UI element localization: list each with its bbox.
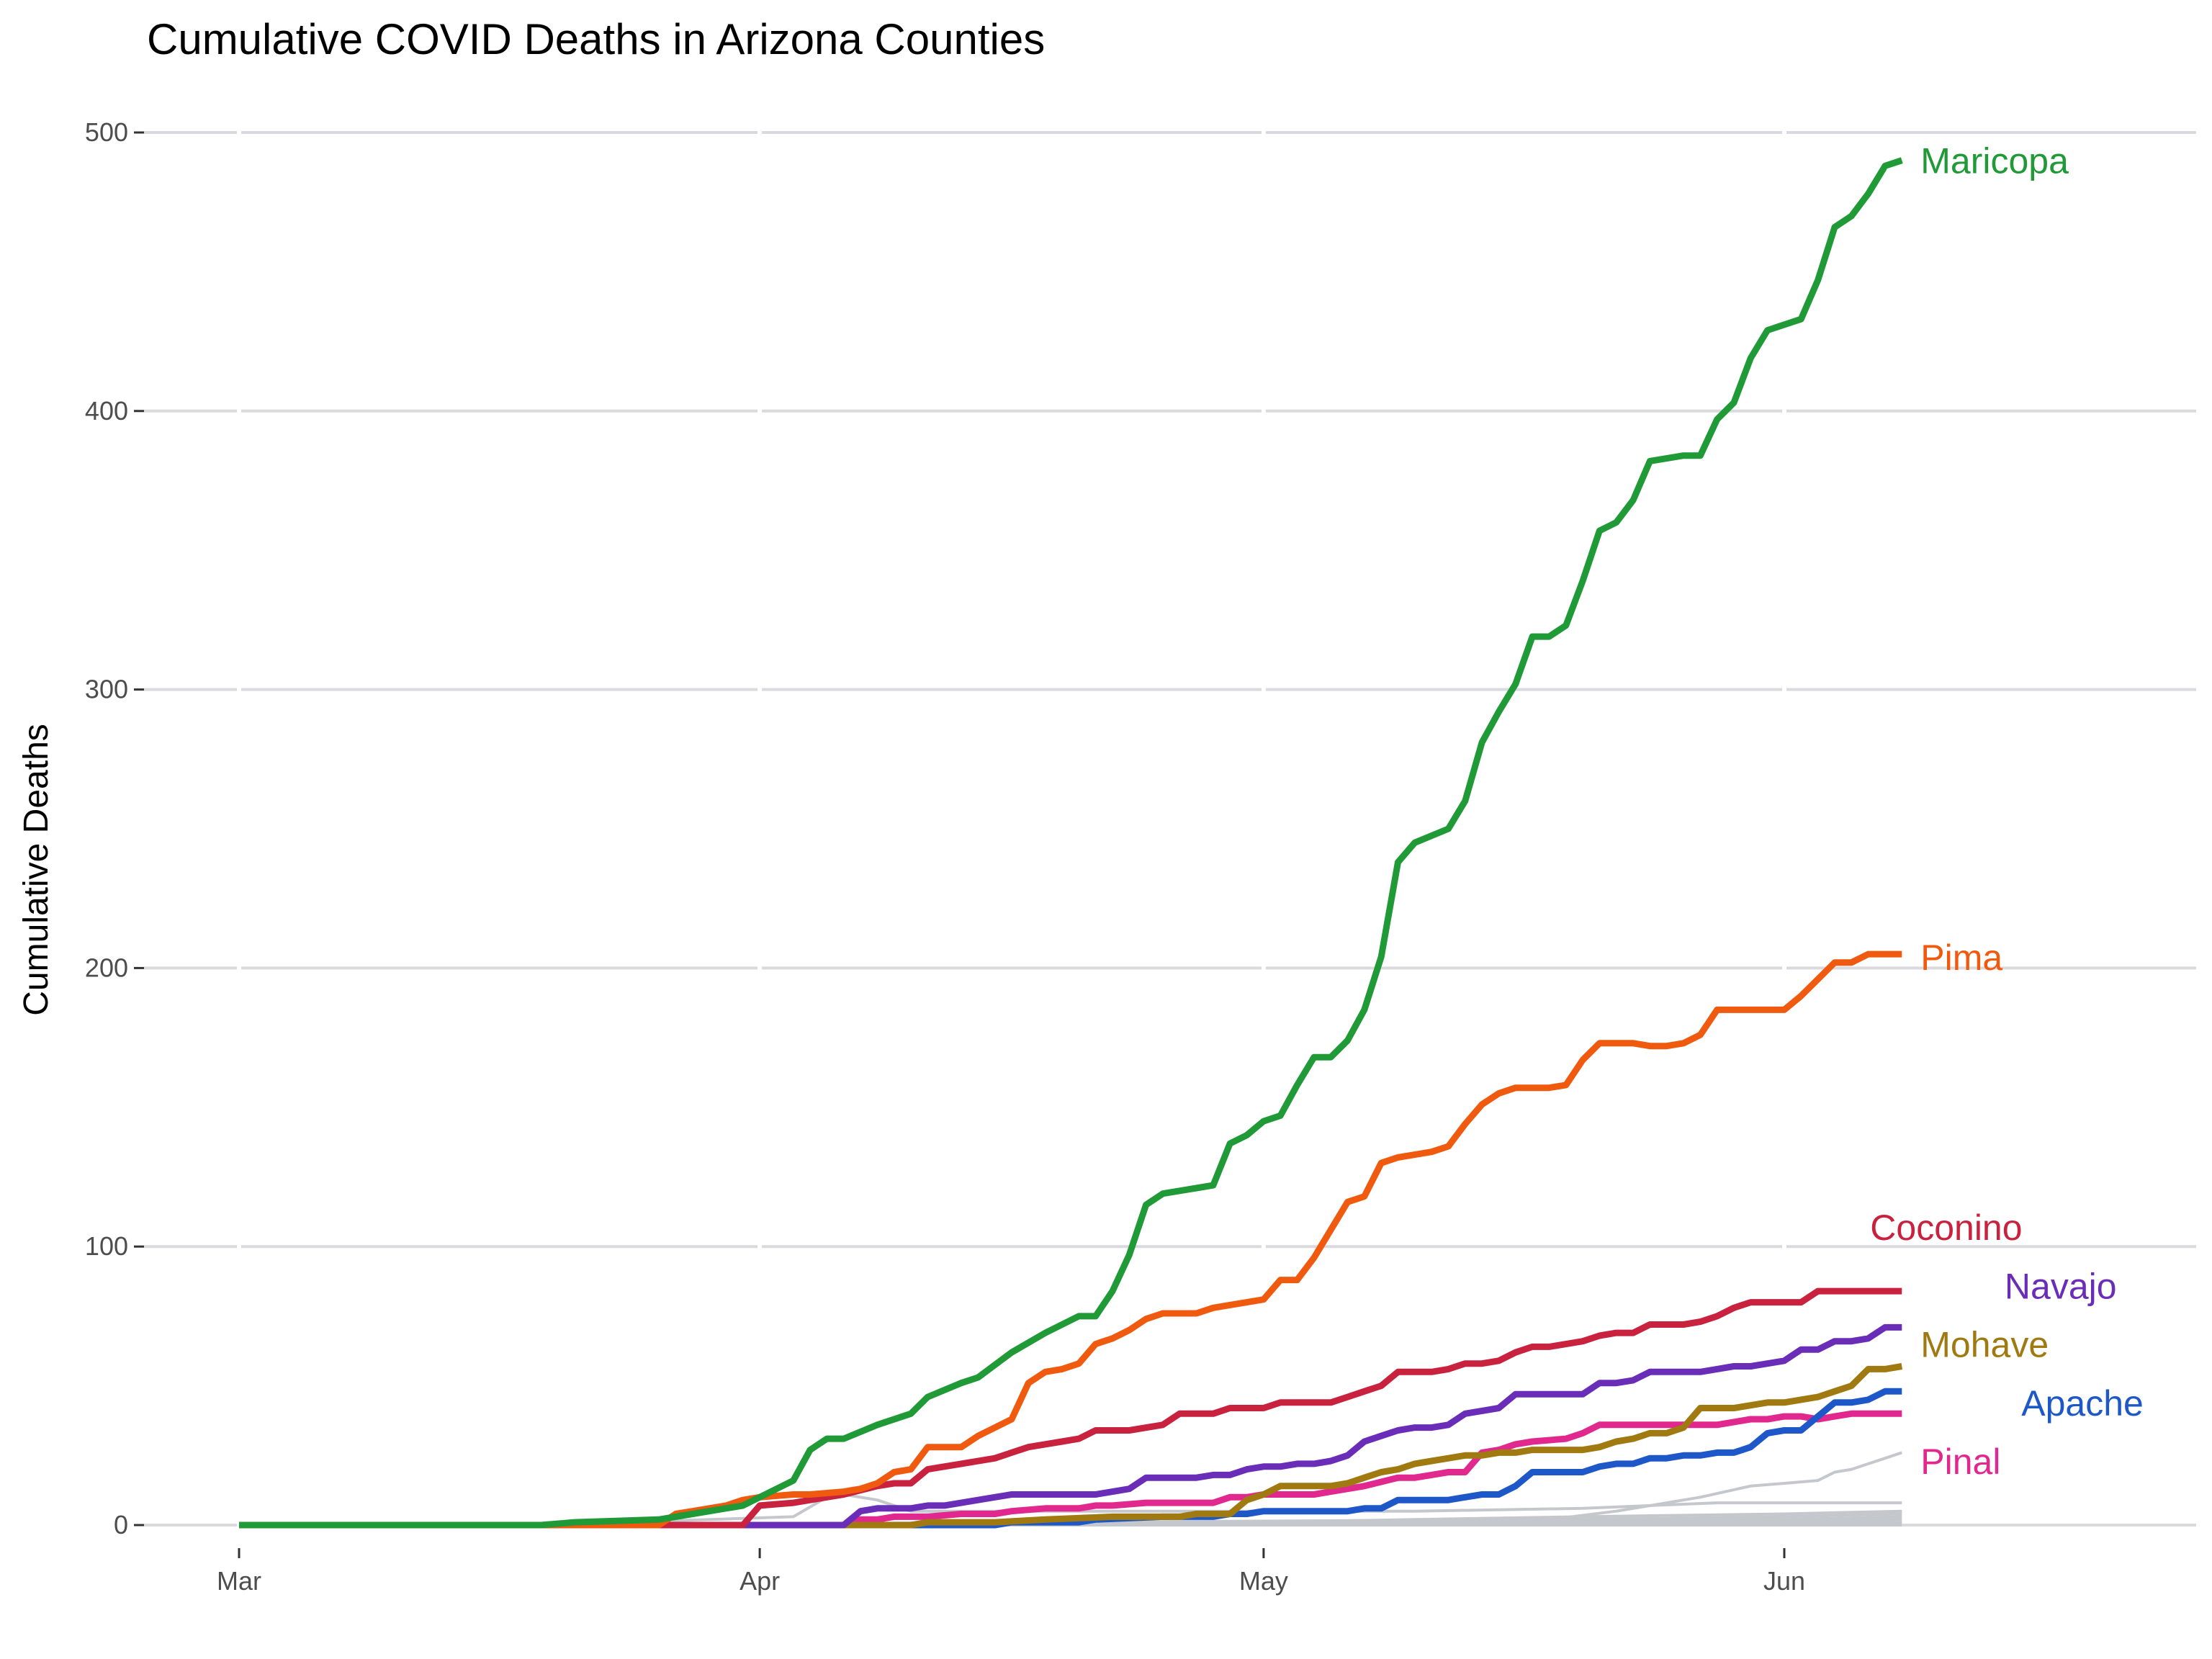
y-tick-label: 0 <box>114 1510 128 1539</box>
series-labels: Maricopa Pima Coconino Navajo Mohave Apache Pi… <box>1870 141 2144 1482</box>
series-line-navajo <box>541 1323 1902 1529</box>
y-tick-label: 300 <box>85 675 128 704</box>
y-axis-ticks: 0 100 200 300 400 500 <box>85 117 144 1539</box>
y-tick-label: 200 <box>85 953 128 982</box>
y-tick-label: 500 <box>85 117 128 147</box>
y-tick-label: 100 <box>85 1231 128 1261</box>
x-tick-label: May <box>1239 1566 1288 1596</box>
county-lines <box>239 157 1903 1529</box>
series-line-pinal <box>323 1410 1902 1529</box>
series-label-pinal: Pinal <box>1920 1442 2000 1482</box>
x-tick-label: Apr <box>739 1566 780 1596</box>
series-label-navajo: Navajo <box>2005 1266 2117 1306</box>
series-label-apache: Apache <box>2021 1383 2144 1424</box>
series-label-maricopa: Maricopa <box>1920 141 2069 181</box>
series-label-coconino: Coconino <box>1870 1208 2022 1248</box>
y-axis-label: Cumulative Deaths <box>17 724 55 1016</box>
series-line-coconino <box>541 1287 1902 1529</box>
series-line-mohave <box>541 1363 1903 1529</box>
chart-title: Cumulative COVID Deaths in Arizona Count… <box>147 15 1046 63</box>
series-line-maricopa <box>239 157 1903 1529</box>
x-tick-label: Mar <box>217 1566 261 1596</box>
series-label-mohave: Mohave <box>1920 1325 2049 1365</box>
x-axis-ticks: Mar Apr May Jun <box>217 1548 1805 1596</box>
y-tick-label: 400 <box>85 396 128 426</box>
series-line-pima <box>239 950 1902 1529</box>
series-label-pima: Pima <box>1920 938 2002 978</box>
x-tick-label: Jun <box>1763 1566 1805 1596</box>
other-county-line <box>541 1451 1902 1527</box>
